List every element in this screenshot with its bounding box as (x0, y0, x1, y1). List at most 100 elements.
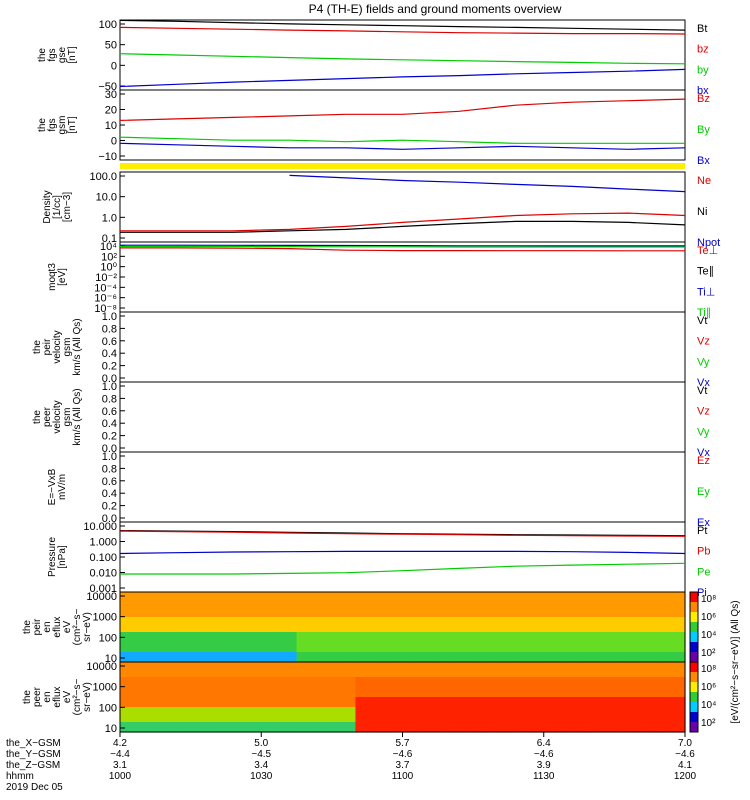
y-tick-label: 10⁻² (95, 272, 117, 284)
spectrogram-cell (461, 617, 474, 623)
spectrogram-cell (343, 702, 357, 708)
spectrogram-cell (143, 622, 156, 628)
legend-bx: bx (697, 85, 709, 97)
ephemeris-value: 1130 (533, 771, 555, 782)
spectrogram-cell (437, 727, 451, 733)
spectrogram-cell (473, 617, 486, 623)
spectrogram-cell (531, 627, 545, 633)
spectrogram-cell (473, 627, 486, 633)
spectrogram-cell (155, 657, 168, 663)
spectrogram-cell (649, 622, 663, 628)
spectrogram-cell (402, 667, 415, 673)
spectrogram-cell (378, 632, 392, 638)
spectrogram-cell (520, 672, 533, 678)
spectrogram-cell (437, 642, 451, 648)
spectrogram-cell (343, 697, 357, 703)
spectrogram-cell (567, 592, 580, 598)
panel-frame (119, 451, 686, 523)
spectrogram-cell (402, 697, 415, 703)
spectrogram-cell (637, 597, 651, 603)
spectrogram-cell (602, 652, 615, 658)
spectrogram-cell (320, 652, 333, 658)
spectrogram-cell (261, 597, 274, 603)
spectrogram-cell (626, 602, 639, 608)
spectrogram-cell (437, 697, 451, 703)
spectrogram-cell (461, 627, 474, 633)
spectrogram-cell (543, 662, 557, 668)
spectrogram-cell (520, 662, 533, 668)
colorbar-frame (689, 661, 699, 733)
spectrogram-cell (120, 657, 133, 663)
spectrogram-cell (484, 627, 498, 633)
spectrogram-cell (473, 672, 486, 678)
legend-Ti⊥: Ti⊥ (697, 286, 715, 298)
spectrogram-cell (296, 687, 309, 693)
spectrogram-cell (120, 647, 133, 653)
spectrogram-cell (296, 632, 309, 638)
spectrogram-cell (355, 647, 368, 653)
legend-Vt: Vt (697, 315, 707, 327)
spectrogram-cell (178, 687, 192, 693)
spectrogram-cell (626, 612, 639, 618)
spectrogram-cell (202, 712, 215, 718)
spectrogram-cell (167, 692, 180, 698)
spectrogram-cell (296, 717, 309, 723)
spectrogram-cell (155, 717, 168, 723)
spectrogram-cell (190, 707, 203, 713)
spectrogram-cell (402, 657, 415, 663)
spectrogram-cell (626, 592, 639, 598)
spectrogram-cell (437, 717, 451, 723)
spectrogram-cell (367, 612, 380, 618)
spectrogram-cell (402, 717, 415, 723)
spectrogram-cell (355, 677, 368, 683)
spectrogram-cell (178, 642, 192, 648)
spectrogram-cell (378, 677, 392, 683)
spectrogram-cell (284, 652, 298, 658)
spectrogram-cell (579, 647, 592, 653)
y-tick-label: 0.8 (102, 463, 117, 475)
spectrogram-cell (178, 617, 192, 623)
spectrogram-cell (249, 617, 262, 623)
spectrogram-cell (284, 612, 298, 618)
spectrogram-cell (567, 692, 580, 698)
series-line-By (119, 136, 685, 144)
spectrogram-cell (131, 637, 145, 643)
spectrogram-cell (508, 682, 521, 688)
spectrogram-cell (273, 672, 286, 678)
spectrogram-cell (637, 697, 651, 703)
spectrogram-cell (178, 627, 192, 633)
spectrogram-cell (437, 667, 451, 673)
spectrogram-cell (178, 652, 192, 658)
spectrogram-cell (602, 677, 615, 683)
spectrogram-cell (414, 712, 427, 718)
spectrogram-cell (520, 597, 533, 603)
spectrogram-cell (626, 672, 639, 678)
spectrogram-cell (167, 667, 180, 673)
y-axis-label-line: gse (57, 47, 68, 64)
spectrogram-cell (167, 607, 180, 613)
spectrogram-cell (355, 607, 368, 613)
spectrogram-cell (296, 647, 309, 653)
spectrogram-cell (461, 632, 474, 638)
spectrogram-cell (531, 707, 545, 713)
spectrogram-cell (214, 682, 227, 688)
spectrogram-cell (484, 702, 498, 708)
spectrogram-cell (390, 617, 404, 623)
spectrogram-cell (567, 637, 580, 643)
colorbar-tick: 10² (701, 718, 716, 729)
spectrogram-cell (155, 632, 168, 638)
spectrogram-cell (320, 682, 333, 688)
spectrogram-cell (167, 602, 180, 608)
ephemeris-value: −4.4 (110, 749, 130, 760)
spectrogram-cell (579, 727, 592, 733)
spectrogram-cell (614, 707, 627, 713)
spectrogram-cell (567, 652, 580, 658)
spectrogram-cell (614, 727, 627, 733)
spectrogram-cell (343, 612, 357, 618)
spectrogram-cell (155, 662, 168, 668)
spectrogram-cell (131, 597, 145, 603)
spectrogram-cell (543, 687, 557, 693)
spectrogram-cell (543, 692, 557, 698)
spectrogram-cell (273, 612, 286, 618)
spectrogram-cell (567, 627, 580, 633)
